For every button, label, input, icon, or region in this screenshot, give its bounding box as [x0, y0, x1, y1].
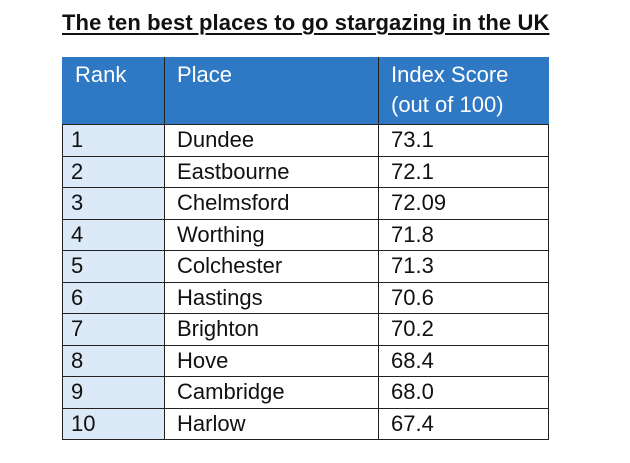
- header-index-score-line2: (out of 100): [391, 92, 504, 117]
- table-row: 8 Hove 68.4: [62, 344, 549, 377]
- cell-rank: 8: [62, 344, 165, 377]
- cell-place: Eastbourne: [164, 155, 379, 188]
- table-row: 9 Cambridge 68.0: [62, 376, 549, 409]
- table-row: 2 Eastbourne 72.1: [62, 155, 549, 188]
- cell-place: Brighton: [164, 313, 379, 346]
- stargazing-table: Rank Place Index Score (out of 100) 1 Dun…: [62, 57, 549, 440]
- cell-score: 68.4: [378, 344, 549, 377]
- cell-score: 68.0: [378, 376, 549, 409]
- table-row: 4 Worthing 71.8: [62, 218, 549, 251]
- cell-rank: 10: [62, 407, 165, 440]
- cell-rank: 5: [62, 250, 165, 283]
- cell-place: Chelmsford: [164, 187, 379, 220]
- cell-score: 71.3: [378, 250, 549, 283]
- table-row: 10 Harlow 67.4: [62, 407, 549, 440]
- cell-place: Harlow: [164, 407, 379, 440]
- cell-score: 67.4: [378, 407, 549, 440]
- cell-rank: 9: [62, 376, 165, 409]
- table-header-row: Rank Place Index Score (out of 100): [62, 57, 549, 125]
- table-row: 3 Chelmsford 72.09: [62, 187, 549, 220]
- cell-score: 72.09: [378, 187, 549, 220]
- table-row: 7 Brighton 70.2: [62, 313, 549, 346]
- cell-rank: 2: [62, 155, 165, 188]
- cell-place: Hove: [164, 344, 379, 377]
- cell-place: Hastings: [164, 281, 379, 314]
- cell-place: Dundee: [164, 124, 379, 157]
- header-rank: Rank: [62, 57, 165, 125]
- cell-rank: 3: [62, 187, 165, 220]
- cell-rank: 4: [62, 218, 165, 251]
- cell-score: 70.6: [378, 281, 549, 314]
- header-index-score: Index Score (out of 100): [378, 57, 549, 125]
- cell-score: 72.1: [378, 155, 549, 188]
- header-place: Place: [164, 57, 379, 125]
- table-row: 5 Colchester 71.3: [62, 250, 549, 283]
- cell-score: 70.2: [378, 313, 549, 346]
- table-row: 1 Dundee 73.1: [62, 124, 549, 157]
- cell-place: Cambridge: [164, 376, 379, 409]
- cell-place: Worthing: [164, 218, 379, 251]
- cell-rank: 1: [62, 124, 165, 157]
- page-title: The ten best places to go stargazing in …: [62, 10, 550, 35]
- cell-place: Colchester: [164, 250, 379, 283]
- cell-rank: 7: [62, 313, 165, 346]
- table-row: 6 Hastings 70.6: [62, 281, 549, 314]
- header-index-score-line1: Index Score: [391, 62, 509, 87]
- cell-score: 73.1: [378, 124, 549, 157]
- cell-score: 71.8: [378, 218, 549, 251]
- cell-rank: 6: [62, 281, 165, 314]
